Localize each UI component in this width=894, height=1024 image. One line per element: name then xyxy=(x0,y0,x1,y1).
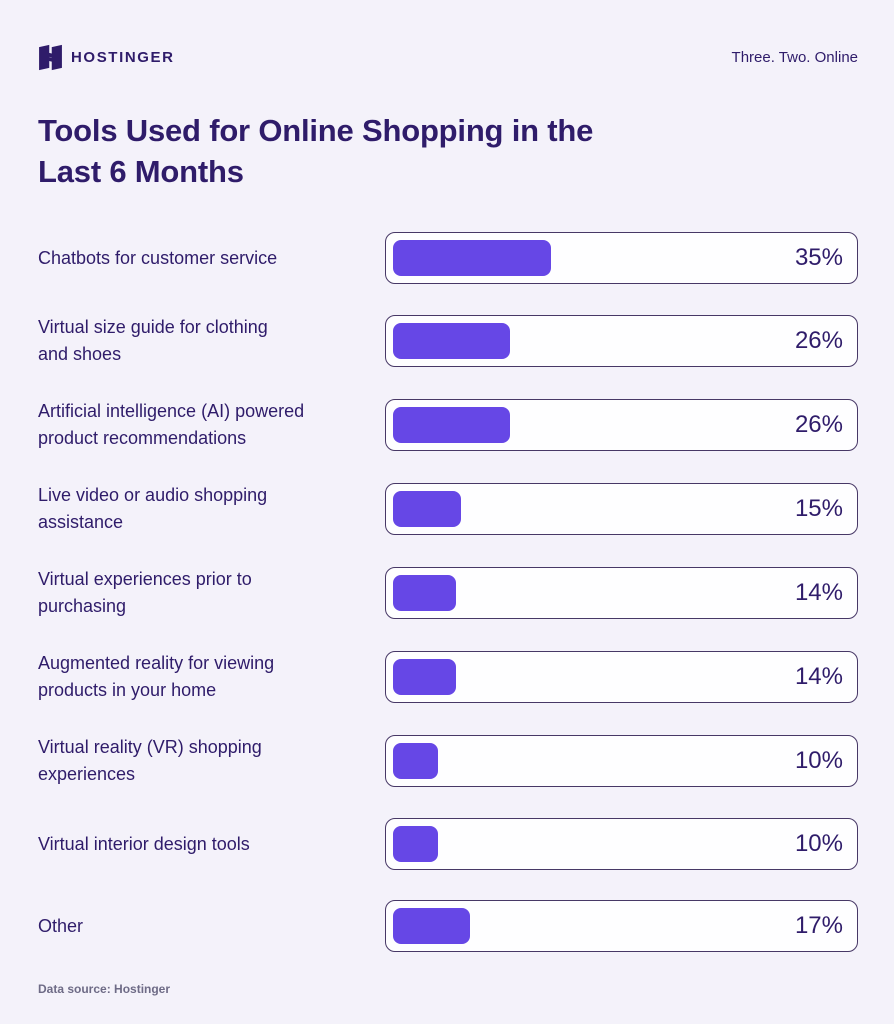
bar-track: 26% xyxy=(385,315,858,368)
bar-fill xyxy=(393,491,461,528)
bar-track: 14% xyxy=(385,651,858,704)
category-label: Virtual reality (VR) shopping experiences xyxy=(38,737,262,785)
chart-rows: Chatbots for customer service 35% Virtual … xyxy=(38,232,858,953)
brand-lockup: HOSTINGER xyxy=(38,44,175,71)
data-source-note: Data source: Hostinger xyxy=(38,982,171,997)
category-label: Virtual interior design tools xyxy=(38,833,250,854)
category-label: Chatbots for customer service xyxy=(38,247,278,268)
value-label: 14% xyxy=(794,663,843,691)
chart-row: Virtual reality (VR) shopping experiences… xyxy=(38,734,858,788)
chart-row: Virtual interior design tools 10% xyxy=(38,818,858,871)
bar-fill xyxy=(393,407,510,444)
value-label: 10% xyxy=(794,830,843,858)
category-label: Augmented reality for viewing products in… xyxy=(38,653,275,701)
bar-track: 17% xyxy=(385,900,858,953)
bar-fill xyxy=(393,240,551,277)
bar-fill xyxy=(393,575,456,612)
value-label: 10% xyxy=(794,747,843,775)
brand-tagline: Three. Two. Online xyxy=(731,48,858,66)
category-label: Artificial intelligence (AI) powered prod… xyxy=(38,401,305,449)
value-label: 17% xyxy=(794,912,843,940)
chart-row: Chatbots for customer service 35% xyxy=(38,232,858,285)
value-label: 15% xyxy=(794,495,843,523)
bar-fill xyxy=(393,659,456,696)
chart-row: Live video or audio shopping assistance 15… xyxy=(38,482,858,536)
chart-row: Other 17% xyxy=(38,900,858,953)
bar-fill xyxy=(393,743,438,780)
page-title: Tools Used for Online Shopping in the Las… xyxy=(38,113,594,190)
value-label: 35% xyxy=(794,244,843,272)
chart-row: Artificial intelligence (AI) powered prod… xyxy=(38,398,858,452)
value-label: 26% xyxy=(794,327,843,355)
header: HOSTINGER Three. Two. Online xyxy=(38,42,858,72)
bar-fill xyxy=(393,908,470,945)
hostinger-logo-icon xyxy=(39,44,62,70)
bar-track: 14% xyxy=(385,567,858,620)
brand-name: HOSTINGER xyxy=(71,48,175,66)
bar-fill xyxy=(393,323,510,360)
chart-row: Virtual size guide for clothing and shoes… xyxy=(38,314,858,368)
value-label: 14% xyxy=(794,579,843,607)
bar-fill xyxy=(393,826,438,863)
bar-track: 10% xyxy=(385,818,858,871)
chart-row: Virtual experiences prior to purchasing 14… xyxy=(38,566,858,620)
bar-track: 35% xyxy=(385,232,858,285)
category-label: Other xyxy=(38,915,84,936)
bar-track: 15% xyxy=(385,483,858,536)
category-label: Virtual size guide for clothing and shoes xyxy=(38,317,268,365)
value-label: 26% xyxy=(794,411,843,439)
chart-row: Augmented reality for viewing products in… xyxy=(38,650,858,704)
category-label: Live video or audio shopping assistance xyxy=(38,485,268,533)
category-label: Virtual experiences prior to purchasing xyxy=(38,569,252,617)
bar-track: 10% xyxy=(385,735,858,788)
bar-track: 26% xyxy=(385,399,858,452)
